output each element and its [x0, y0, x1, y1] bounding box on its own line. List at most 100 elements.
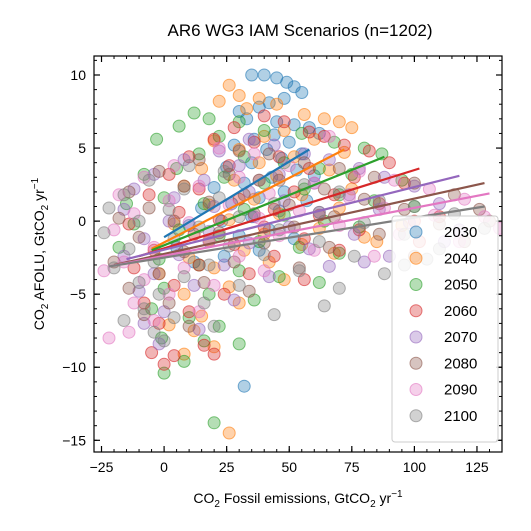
point-2060-8	[362, 144, 376, 158]
point-2070-45	[137, 316, 151, 330]
point-2050-53	[207, 416, 221, 430]
legend-marker-2090	[409, 383, 423, 396]
legend-label-2030: 2030	[444, 224, 477, 241]
point-2100-45	[157, 334, 171, 348]
point-2040-48	[187, 324, 201, 338]
point-2070-0	[242, 132, 256, 146]
point-2090-26	[107, 223, 121, 237]
point-2030-3	[280, 75, 294, 89]
point-2060-38	[192, 258, 206, 272]
chart-title: AR6 WG3 IAM Scenarios (n=1202)	[167, 21, 432, 40]
legend-label-2090: 2090	[444, 382, 477, 399]
x-tick-label: 25	[219, 459, 235, 475]
point-2080-28	[372, 227, 386, 241]
point-2050-51	[177, 354, 191, 368]
point-2060-29	[122, 217, 136, 231]
point-2100-12	[102, 201, 116, 215]
point-2050-41	[312, 276, 326, 289]
point-2040-0	[222, 78, 236, 92]
point-2100-50	[377, 267, 391, 281]
point-2090-12	[112, 188, 126, 202]
point-2070-6	[232, 159, 246, 173]
point-2030-18	[282, 135, 296, 149]
legend-marker-2100	[409, 409, 423, 423]
point-2070-41	[187, 278, 201, 292]
point-2030-12	[287, 118, 301, 132]
point-2080-41	[242, 284, 256, 298]
legend-label-2080: 2080	[444, 355, 477, 372]
point-2080-10	[177, 179, 191, 193]
point-2080-37	[292, 261, 306, 275]
point-2060-49	[145, 346, 159, 360]
y-axis-label: CO2 AFOLU, GtCO2 yr−1	[30, 177, 51, 330]
point-2100-5	[177, 182, 191, 196]
point-2060-51	[157, 357, 171, 371]
point-2060-45	[182, 305, 196, 319]
point-2100-49	[267, 308, 281, 322]
point-2080-11	[317, 182, 331, 196]
fit-lines-layer	[108, 148, 490, 268]
point-2030-5	[295, 86, 309, 99]
legend-label-2070: 2070	[444, 329, 477, 346]
point-2100-13	[162, 202, 176, 216]
point-2050-50	[232, 337, 246, 351]
point-2040-49	[207, 340, 221, 354]
point-2050-35	[332, 246, 346, 260]
point-2060-11	[382, 156, 396, 170]
point-2090-20	[127, 207, 141, 221]
point-2050-0	[187, 106, 201, 120]
point-2080-1	[262, 147, 276, 161]
point-2050-25	[197, 197, 211, 211]
point-2090-0	[212, 141, 226, 155]
fit-line-2050	[151, 155, 385, 252]
fit-line-2070	[126, 174, 460, 261]
point-2080-40	[122, 281, 136, 295]
fit-line-2040	[151, 148, 345, 250]
point-2040-53	[370, 235, 384, 249]
point-2100-1	[217, 164, 231, 178]
point-2100-36	[132, 276, 146, 289]
point-2050-49	[197, 334, 211, 348]
point-2090-42	[127, 296, 141, 310]
point-2060-36	[332, 243, 346, 257]
point-2080-24	[167, 214, 181, 228]
point-2100-29	[257, 248, 271, 262]
fit-line-2060	[138, 167, 420, 258]
point-2040-6	[297, 108, 311, 121]
point-2100-30	[347, 249, 361, 263]
point-2080-38	[152, 267, 166, 281]
point-2090-3	[167, 159, 181, 173]
point-2100-34	[292, 264, 306, 278]
legend-label-2060: 2060	[444, 303, 477, 320]
point-2070-49	[357, 255, 371, 269]
legend-box	[391, 215, 499, 443]
point-2100-43	[207, 319, 221, 333]
point-2060-50	[207, 347, 221, 361]
point-2030-46	[237, 379, 251, 393]
point-2060-4	[317, 129, 331, 143]
point-2070-37	[217, 258, 231, 272]
point-2040-50	[177, 347, 191, 361]
point-2040-34	[357, 230, 371, 244]
x-tick-label: 0	[160, 459, 168, 475]
point-2040-19	[322, 163, 336, 177]
point-2050-47	[212, 319, 226, 333]
point-2100-41	[167, 311, 181, 325]
point-2040-13	[307, 132, 321, 146]
point-2030-44	[217, 249, 231, 263]
point-2030-11	[270, 115, 284, 129]
point-2060-0	[257, 109, 271, 123]
legend-label-2100: 2100	[444, 408, 477, 425]
axis-ticks: −25 0 25 50 75 100 125 −15 −10 −5 0 5 10	[62, 56, 502, 475]
point-2070-2	[212, 144, 226, 158]
point-2040-2	[212, 94, 226, 108]
x-tick-label: 50	[281, 459, 297, 475]
point-2070-30	[137, 232, 151, 246]
point-2060-47	[197, 338, 211, 352]
point-2040-43	[222, 280, 236, 294]
point-2090-40	[97, 264, 111, 278]
legend-label-2040: 2040	[444, 250, 477, 267]
point-2030-28	[207, 181, 221, 194]
legend-label-2050: 2050	[444, 277, 477, 294]
